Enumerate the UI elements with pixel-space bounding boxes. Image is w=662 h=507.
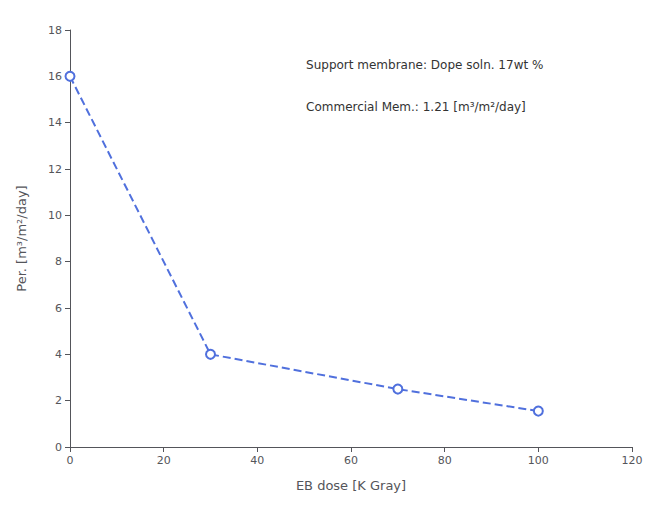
svg-text:16: 16: [48, 70, 62, 83]
svg-text:60: 60: [344, 454, 358, 467]
svg-text:0: 0: [67, 454, 74, 467]
svg-text:100: 100: [528, 454, 549, 467]
svg-text:80: 80: [438, 454, 452, 467]
svg-text:8: 8: [55, 255, 62, 268]
svg-text:40: 40: [250, 454, 264, 467]
svg-text:EB dose [K Gray]: EB dose [K Gray]: [296, 478, 406, 493]
svg-text:14: 14: [48, 116, 62, 129]
svg-text:18: 18: [48, 24, 62, 37]
svg-text:Support membrane: Dope soln. 1: Support membrane: Dope soln. 17wt %: [306, 58, 543, 72]
svg-text:10: 10: [48, 209, 62, 222]
svg-text:0: 0: [55, 441, 62, 454]
svg-text:20: 20: [157, 454, 171, 467]
svg-text:2: 2: [55, 394, 62, 407]
svg-text:4: 4: [55, 348, 62, 361]
svg-text:6: 6: [55, 302, 62, 315]
svg-text:Commercial Mem.: 1.21 [m³/m²/d: Commercial Mem.: 1.21 [m³/m²/day]: [306, 100, 526, 114]
svg-text:Per. [m³/m²/day]: Per. [m³/m²/day]: [14, 185, 29, 291]
svg-text:12: 12: [48, 163, 62, 176]
svg-text:120: 120: [622, 454, 643, 467]
